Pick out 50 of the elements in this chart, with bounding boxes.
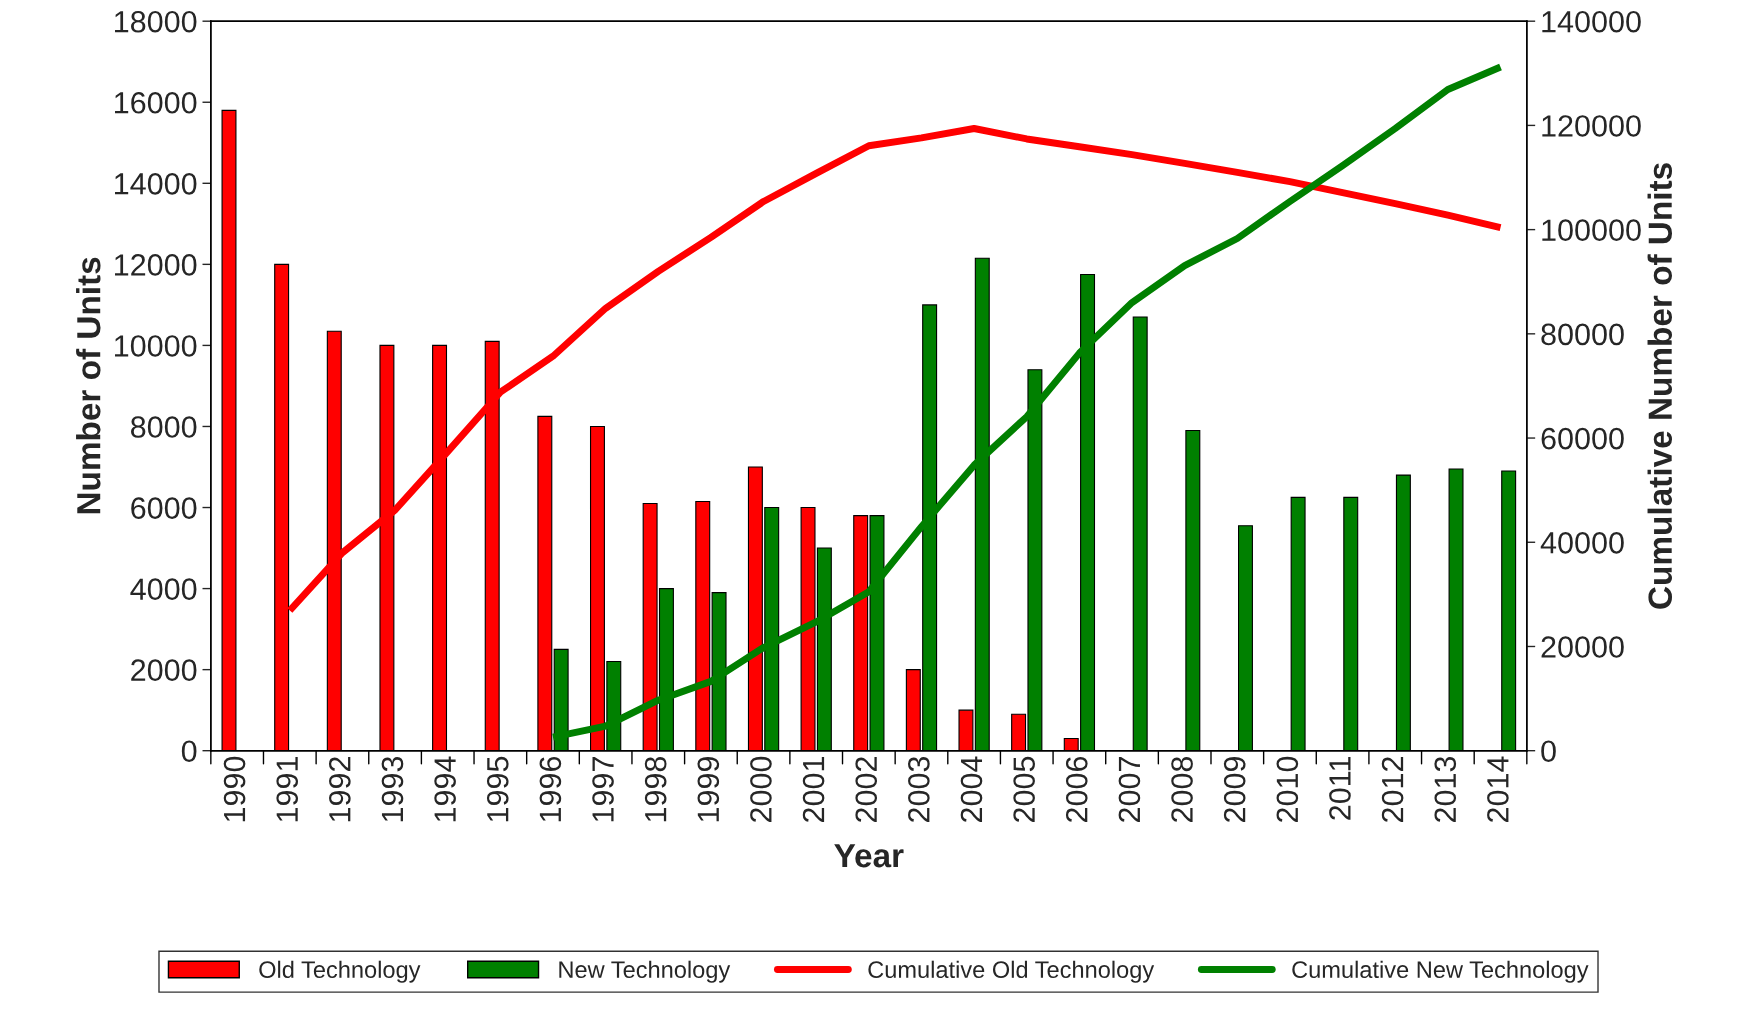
y-tick-label: 10000 (115, 335, 197, 357)
x-tick-label: 1992 (329, 757, 351, 822)
y-tick-label: 0 (181, 740, 197, 763)
x-tick-label: 2004 (960, 756, 983, 822)
x-tick-label: 1998 (644, 756, 667, 822)
x-tick-label: 1999 (697, 757, 720, 822)
x-tick-label: 1995 (486, 756, 509, 822)
y-tick-label: 12000 (115, 254, 197, 276)
y2-tick-label: 140000 (1542, 10, 1641, 33)
y-tick-label: 4000 (130, 578, 197, 600)
y-tick-label: 14000 (115, 173, 197, 195)
y2-tick-label: 60000 (1541, 427, 1624, 450)
y2-axis-title: Cumulative Number of Units (1647, 163, 1673, 609)
x-tick-label: 2014 (1487, 756, 1509, 822)
legend-label: Cumulative Old Technology (868, 960, 1155, 983)
x-tick-label: 1991 (276, 757, 298, 822)
legend-label: Cumulative New Technology (1292, 960, 1589, 983)
y-axis-title: Number of Units (76, 257, 101, 514)
x-tick-label: 2011 (1329, 757, 1351, 820)
x-axis-title: Year (834, 844, 904, 868)
y2-tick-label: 0 (1541, 740, 1556, 763)
x-tick-label: 2009 (1223, 757, 1246, 822)
x-tick-label: 2008 (1171, 756, 1193, 822)
y-tick-label: 6000 (131, 497, 197, 519)
y2-tick-label: 100000 (1542, 219, 1641, 241)
legend-label: New Technology (559, 960, 731, 983)
y2-tick-label: 120000 (1542, 115, 1641, 137)
y-tick-label: 2000 (131, 659, 197, 682)
x-tick-label: 2006 (1065, 756, 1088, 822)
y-tick-label: 8000 (131, 416, 197, 438)
y2-tick-label: 80000 (1541, 323, 1624, 346)
y-tick-label: 16000 (115, 91, 197, 114)
x-tick-label: 1990 (223, 756, 246, 822)
x-tick-label: 1993 (381, 756, 404, 822)
x-tick-label: 1994 (434, 756, 456, 822)
x-tick-label: 2001 (802, 757, 825, 822)
x-tick-label: 2007 (1118, 757, 1141, 822)
x-tick-label: 2012 (1381, 757, 1404, 822)
x-tick-label: 2010 (1276, 756, 1299, 822)
x-tick-label: 2013 (1434, 756, 1457, 822)
y-tick-label: 18000 (115, 10, 197, 33)
x-tick-label: 1996 (539, 756, 562, 822)
x-tick-label: 2005 (1013, 756, 1035, 822)
x-tick-label: 2002 (855, 757, 878, 822)
y2-tick-label: 20000 (1541, 636, 1624, 658)
x-tick-label: 2003 (908, 756, 930, 822)
legend-label: Old Technology (259, 960, 421, 983)
y2-tick-label: 40000 (1540, 532, 1624, 554)
x-tick-label: 2000 (750, 756, 772, 822)
x-tick-label: 1997 (592, 757, 614, 822)
